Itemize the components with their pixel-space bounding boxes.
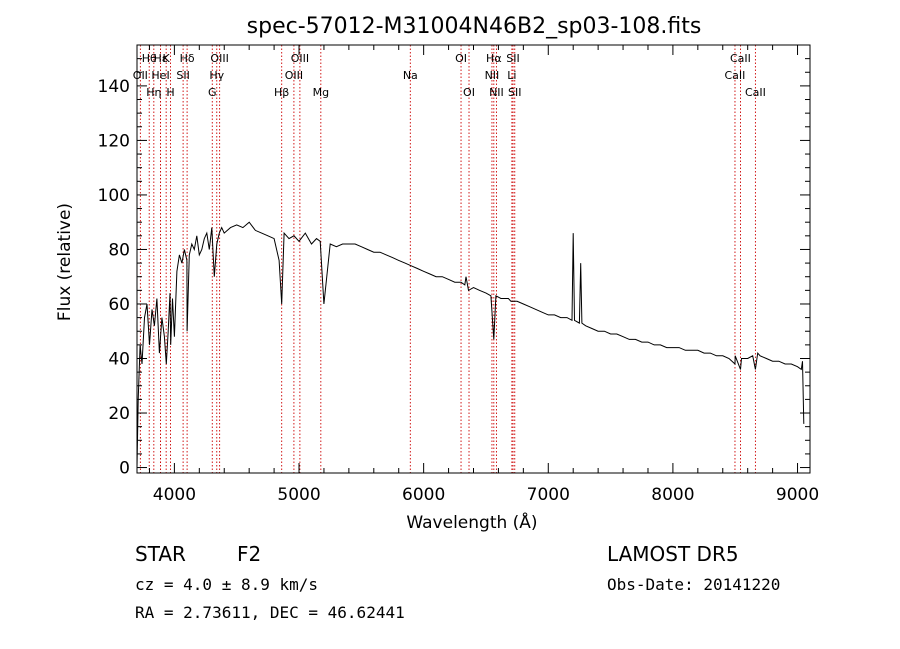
spectrum-line <box>136 221 805 468</box>
line-marker-label: HeI <box>151 69 169 82</box>
x-tick-label: 6000 <box>402 485 445 505</box>
line-marker-label: CaII <box>745 86 766 99</box>
line-marker-label: Hγ <box>209 69 224 82</box>
y-tick-label: 0 <box>119 459 130 479</box>
x-axis-ticks: 4000 5000 6000 7000 8000 9000 <box>148 45 819 505</box>
line-marker-label: Hε <box>153 52 167 65</box>
plot-frame <box>136 44 811 474</box>
line-marker-label: NII <box>489 86 504 99</box>
line-marker-label: K <box>163 52 171 65</box>
x-tick-label: 9000 <box>776 485 819 505</box>
line-marker-label: OI <box>455 52 467 65</box>
line-marker-label: OIII <box>285 69 303 82</box>
line-marker-label: Hδ <box>180 52 195 65</box>
redshift-line: cz = 4.0 ± 8.9 km/s <box>135 575 318 594</box>
y-tick-label: 40 <box>108 350 130 370</box>
x-axis-label: Wavelength (Å) <box>406 511 537 533</box>
y-axis-label: Flux (relative) <box>55 203 75 321</box>
object-class: STAR <box>135 542 186 566</box>
line-markers <box>139 45 756 473</box>
x-tick-label: 5000 <box>277 485 320 505</box>
chart-title: spec-57012-M31004N46B2_sp03-108.fits <box>247 14 702 39</box>
obs-date-line: Obs-Date: 20141220 <box>607 575 780 594</box>
line-marker-label: Na <box>403 69 418 82</box>
x-tick-label: 7000 <box>527 485 570 505</box>
line-marker-label: Hα <box>486 52 502 65</box>
line-marker-label: SII <box>506 52 519 65</box>
line-marker-label: OIII <box>210 52 228 65</box>
x-tick-label: 8000 <box>651 485 694 505</box>
line-marker-label: CaII <box>730 52 751 65</box>
line-marker-label: OIII <box>291 52 309 65</box>
y-tick-label: 120 <box>98 131 130 151</box>
line-marker-label: NII <box>485 69 500 82</box>
y-tick-label: 140 <box>98 77 130 97</box>
object-subclass: F2 <box>237 542 261 566</box>
line-marker-label: OI <box>463 86 475 99</box>
y-tick-label: 80 <box>108 240 130 260</box>
line-marker-label: CaII <box>725 69 746 82</box>
line-marker-label: Hη <box>146 86 161 99</box>
line-marker-label: Li <box>507 69 516 82</box>
line-marker-label: Mg <box>313 86 329 99</box>
survey-label: LAMOST DR5 <box>607 542 739 566</box>
line-marker-label: Hθ <box>142 52 157 65</box>
y-tick-label: 100 <box>98 186 130 206</box>
line-marker-label: SII <box>176 69 189 82</box>
x-tick-label: 4000 <box>153 485 196 505</box>
line-marker-label: OII <box>133 69 148 82</box>
line-marker-label: G <box>208 86 217 99</box>
line-marker-label: SII <box>508 86 521 99</box>
line-marker-label: Hβ <box>274 86 289 99</box>
coordinates-line: RA = 2.73611, DEC = 46.62441 <box>135 603 405 622</box>
y-axis-ticks: 0 20 40 60 80 100 120 140 <box>98 58 810 479</box>
y-tick-label: 20 <box>108 404 130 424</box>
line-marker-labels: Hθ OII Hη HεK HeI H Hδ SII OIII Hγ G OIII OIII Hβ Mg Na… <box>133 52 766 99</box>
y-tick-label: 60 <box>108 295 130 315</box>
line-marker-label: H <box>166 86 174 99</box>
